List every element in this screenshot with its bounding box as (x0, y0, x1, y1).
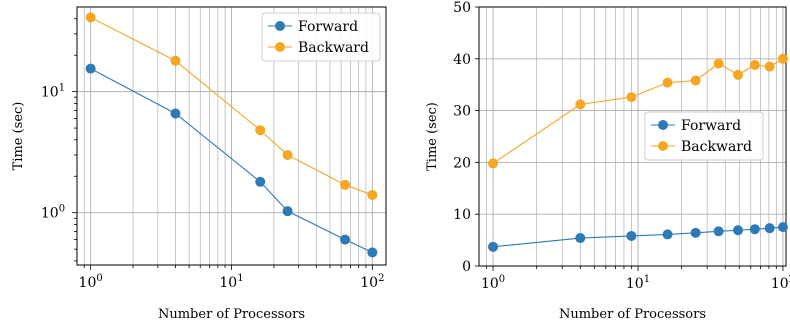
data-point (282, 149, 293, 160)
y-tick-exponent: 0 (59, 204, 65, 215)
data-point (733, 225, 744, 236)
y-tick-base: 10 (41, 85, 59, 101)
data-point (690, 75, 701, 86)
x-tick-base: 10 (771, 276, 789, 292)
y-tick-exponent: 1 (59, 83, 65, 94)
chart-panel-2: 10010110201020304050Number of Processors… (425, 0, 790, 322)
data-point (170, 55, 181, 66)
y-tick-base: 10 (41, 206, 59, 222)
x-tick-base: 10 (360, 275, 378, 291)
legend-label: Backward (681, 139, 752, 155)
data-point (713, 58, 724, 69)
data-point (749, 60, 760, 71)
x-tick-exponent: 1 (237, 273, 243, 284)
data-point (85, 12, 96, 23)
y-tick-label: 30 (453, 104, 471, 120)
data-point (777, 53, 788, 64)
legend-label: Forward (298, 19, 358, 35)
legend-box (644, 111, 764, 161)
legend: Forward Backward (644, 111, 764, 161)
x-tick-label: 102 (771, 274, 790, 292)
y-tick-label: 40 (453, 52, 471, 68)
legend-box (261, 12, 381, 62)
series-0 (488, 222, 788, 252)
legend-marker (658, 120, 668, 130)
legend-item: Backward (651, 139, 752, 155)
data-point (367, 190, 378, 201)
data-point (764, 61, 775, 72)
x-tick-label: 101 (626, 274, 650, 292)
data-point (340, 234, 351, 245)
data-point (777, 222, 788, 233)
data-point (749, 224, 760, 235)
y-tick-label: 0 (462, 259, 471, 275)
legend-label: Forward (681, 118, 741, 134)
y-axis-label: Time (sec) (11, 102, 26, 171)
data-point (575, 233, 586, 244)
data-point (626, 230, 637, 241)
data-point (662, 77, 673, 88)
legend-item: Backward (268, 40, 369, 56)
x-tick-base: 10 (481, 276, 499, 292)
x-tick-base: 10 (219, 275, 237, 291)
data-point (764, 223, 775, 234)
data-point (662, 229, 673, 240)
data-point (170, 108, 181, 119)
data-point (85, 63, 96, 74)
y-tick-label: 20 (453, 155, 471, 171)
data-point (488, 158, 499, 169)
data-point (255, 125, 266, 136)
legend: Forward Backward (261, 12, 381, 62)
y-axis-label: Time (sec) (425, 102, 440, 171)
x-tick-exponent: 2 (789, 274, 790, 285)
plot-frame (478, 6, 787, 267)
y-tick-label: 100 (41, 204, 65, 222)
x-tick-exponent: 1 (644, 274, 650, 285)
legend-item: Forward (268, 19, 358, 35)
x-tick-exponent: 0 (96, 273, 102, 284)
data-point (282, 206, 293, 217)
data-point (626, 92, 637, 103)
data-point (733, 69, 744, 80)
series-line (492, 226, 783, 248)
x-tick-label: 102 (360, 273, 384, 291)
x-axis-label: Number of Processors (158, 307, 305, 322)
legend-item: Forward (651, 118, 741, 134)
legend-marker (658, 141, 668, 151)
data-point (690, 227, 701, 238)
x-tick-label: 100 (79, 273, 103, 291)
series-line (90, 68, 373, 253)
legend-marker (275, 42, 285, 52)
legend-marker (275, 21, 285, 31)
y-tick-label: 10 (453, 207, 471, 223)
y-tick-label: 101 (41, 83, 65, 101)
series-0 (85, 63, 378, 258)
data-point (255, 176, 266, 187)
y-tick-label: 50 (453, 0, 471, 16)
data-point (488, 241, 499, 252)
data-point (713, 226, 724, 237)
x-tick-base: 10 (79, 275, 97, 291)
x-tick-exponent: 0 (499, 274, 505, 285)
data-point (367, 247, 378, 258)
legend-label: Backward (298, 40, 369, 56)
x-tick-exponent: 2 (378, 273, 384, 284)
data-point (340, 179, 351, 190)
series-1 (85, 12, 378, 201)
series-line (492, 58, 784, 164)
data-point (575, 99, 586, 110)
x-tick-base: 10 (626, 276, 644, 292)
x-axis-label: Number of Processors (559, 307, 706, 322)
series-1 (488, 53, 788, 169)
x-tick-label: 101 (219, 273, 243, 291)
x-tick-label: 100 (481, 274, 505, 292)
